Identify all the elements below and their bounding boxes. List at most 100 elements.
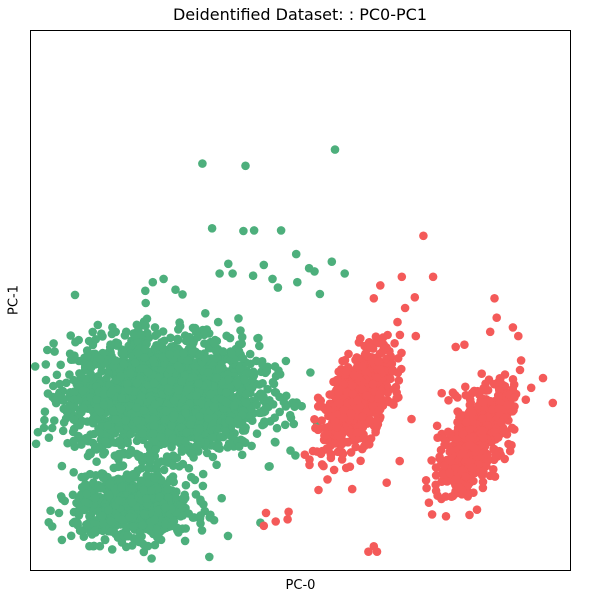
data-point xyxy=(262,366,272,376)
data-point xyxy=(271,438,280,447)
data-point xyxy=(503,400,512,410)
data-point xyxy=(428,272,438,282)
data-point xyxy=(477,369,487,379)
data-point xyxy=(180,536,190,546)
data-point xyxy=(437,388,447,398)
data-point xyxy=(136,477,146,486)
data-point xyxy=(286,413,296,423)
data-point xyxy=(311,423,320,433)
data-point xyxy=(116,372,125,381)
data-point xyxy=(82,520,91,529)
data-point xyxy=(317,460,327,469)
data-point xyxy=(141,286,150,296)
data-point xyxy=(75,369,84,378)
data-point xyxy=(339,413,348,423)
data-point xyxy=(189,513,199,522)
data-point xyxy=(393,368,403,378)
data-point xyxy=(194,379,203,388)
data-point xyxy=(383,388,392,398)
data-point xyxy=(66,531,76,541)
data-point xyxy=(218,347,228,356)
data-point xyxy=(198,159,207,168)
data-point xyxy=(499,425,509,434)
data-point xyxy=(39,423,49,433)
data-point xyxy=(427,510,437,519)
data-point xyxy=(161,503,170,512)
data-point xyxy=(391,382,401,392)
data-point xyxy=(395,330,405,340)
data-point xyxy=(121,416,130,425)
plot-frame xyxy=(30,30,571,571)
data-point xyxy=(224,439,234,448)
data-point xyxy=(73,396,83,405)
data-point xyxy=(424,498,434,508)
data-point xyxy=(192,391,201,401)
data-point xyxy=(280,420,290,430)
data-point xyxy=(181,408,190,418)
data-point xyxy=(69,468,78,477)
data-point xyxy=(334,387,343,396)
data-point xyxy=(92,457,101,467)
data-point xyxy=(181,524,190,533)
data-point xyxy=(140,353,149,362)
data-point xyxy=(81,479,90,489)
data-point xyxy=(457,466,466,476)
data-point xyxy=(366,342,375,352)
data-point xyxy=(215,364,224,373)
data-point xyxy=(30,362,40,371)
data-point xyxy=(353,354,363,363)
data-point xyxy=(77,440,86,449)
data-point xyxy=(490,294,499,303)
data-point xyxy=(206,389,216,399)
data-point xyxy=(187,472,196,482)
data-point xyxy=(57,393,67,403)
data-point xyxy=(364,547,373,556)
data-point xyxy=(169,451,178,460)
chart-title: Deidentified Dataset: : PC0-PC1 xyxy=(172,5,427,24)
data-point xyxy=(125,512,134,522)
data-point xyxy=(150,474,160,483)
data-point xyxy=(171,493,180,502)
data-point xyxy=(106,516,116,526)
data-point xyxy=(410,293,420,302)
data-point xyxy=(450,390,460,400)
data-point xyxy=(273,283,283,292)
data-point xyxy=(31,439,41,449)
data-point xyxy=(358,361,367,371)
data-point xyxy=(452,474,461,484)
data-point xyxy=(49,381,58,391)
data-point xyxy=(222,331,231,341)
data-point xyxy=(442,477,452,486)
data-point xyxy=(422,483,431,493)
data-point xyxy=(129,522,138,531)
data-point xyxy=(174,528,183,537)
data-point xyxy=(407,414,416,424)
data-point xyxy=(375,389,385,399)
data-point xyxy=(241,161,250,171)
data-point xyxy=(69,415,79,425)
data-point xyxy=(441,492,450,501)
data-point xyxy=(371,332,381,342)
data-point xyxy=(127,498,137,507)
data-point xyxy=(489,465,498,474)
data-point xyxy=(90,493,100,503)
data-point xyxy=(142,471,151,481)
data-point xyxy=(142,494,151,504)
data-point xyxy=(43,345,52,355)
data-point xyxy=(138,453,147,462)
data-point xyxy=(62,378,71,388)
data-point xyxy=(454,482,463,492)
data-point xyxy=(361,349,370,358)
data-point xyxy=(150,400,160,409)
data-point xyxy=(312,447,322,456)
data-point xyxy=(352,428,362,438)
data-point xyxy=(95,354,105,364)
data-point xyxy=(50,395,60,405)
data-point xyxy=(50,416,59,425)
data-point xyxy=(346,409,356,418)
data-point xyxy=(508,323,518,332)
data-point xyxy=(411,331,421,341)
data-point xyxy=(140,345,150,354)
data-point xyxy=(41,375,51,385)
